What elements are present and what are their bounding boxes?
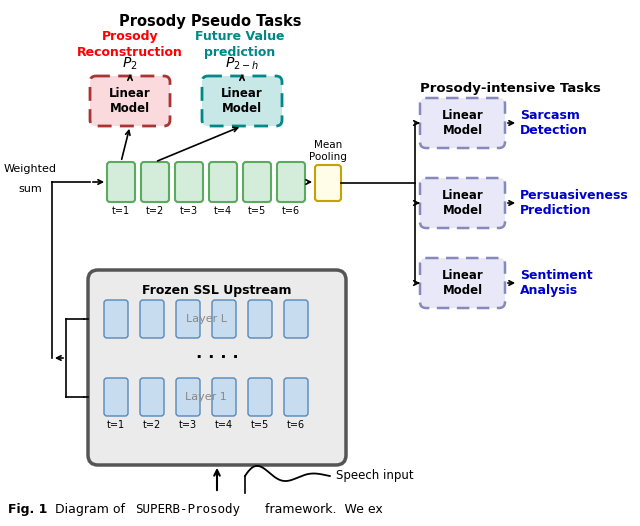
Text: t=5: t=5 [251,420,269,430]
FancyBboxPatch shape [176,378,200,416]
Text: t=1: t=1 [107,420,125,430]
Text: Weighted: Weighted [3,164,56,174]
Text: Linear
Model: Linear Model [442,269,483,297]
Text: t=2: t=2 [143,420,161,430]
Text: Sarcasm
Detection: Sarcasm Detection [520,109,588,137]
FancyBboxPatch shape [175,162,203,202]
Text: t=1: t=1 [112,206,130,216]
Text: t=6: t=6 [287,420,305,430]
FancyBboxPatch shape [202,76,282,126]
Text: $P_2$: $P_2$ [122,56,138,72]
FancyBboxPatch shape [420,98,505,148]
FancyBboxPatch shape [248,300,272,338]
Text: $P_{2-h}$: $P_{2-h}$ [225,56,259,72]
FancyBboxPatch shape [420,258,505,308]
Text: SUPERB-Prosody: SUPERB-Prosody [135,503,240,516]
Text: Layer 1: Layer 1 [185,392,227,402]
FancyBboxPatch shape [284,300,308,338]
Text: Layer L: Layer L [186,314,227,324]
FancyBboxPatch shape [107,162,135,202]
FancyBboxPatch shape [209,162,237,202]
Text: Persuasiveness
Prediction: Persuasiveness Prediction [520,189,628,217]
Text: t=6: t=6 [282,206,300,216]
Text: t=5: t=5 [248,206,266,216]
Text: framework.  We ex: framework. We ex [265,503,383,516]
Text: Prosody Pseudo Tasks: Prosody Pseudo Tasks [119,14,301,29]
FancyBboxPatch shape [248,378,272,416]
Text: Linear
Model: Linear Model [221,87,263,115]
Text: sum: sum [18,184,42,194]
Text: · · · ·: · · · · [196,349,238,367]
Text: Prosody
Reconstruction: Prosody Reconstruction [77,30,183,59]
FancyBboxPatch shape [104,300,128,338]
Text: Fig. 1: Fig. 1 [8,503,47,516]
Text: t=3: t=3 [180,206,198,216]
FancyBboxPatch shape [141,162,169,202]
Text: Linear
Model: Linear Model [109,87,151,115]
FancyBboxPatch shape [140,300,164,338]
Text: t=4: t=4 [214,206,232,216]
FancyBboxPatch shape [277,162,305,202]
FancyBboxPatch shape [212,378,236,416]
FancyBboxPatch shape [90,76,170,126]
FancyBboxPatch shape [212,300,236,338]
FancyBboxPatch shape [243,162,271,202]
Text: Future Value
prediction: Future Value prediction [195,30,285,59]
Text: Mean
Pooling: Mean Pooling [309,140,347,162]
FancyBboxPatch shape [315,165,341,201]
Text: Prosody-intensive Tasks: Prosody-intensive Tasks [420,82,600,95]
Text: Linear
Model: Linear Model [442,109,483,137]
FancyBboxPatch shape [140,378,164,416]
Text: Diagram of: Diagram of [55,503,125,516]
Text: t=2: t=2 [146,206,164,216]
Text: Sentiment
Analysis: Sentiment Analysis [520,269,593,297]
FancyBboxPatch shape [176,300,200,338]
FancyBboxPatch shape [284,378,308,416]
FancyBboxPatch shape [420,178,505,228]
Text: t=4: t=4 [215,420,233,430]
FancyBboxPatch shape [88,270,346,465]
Text: Frozen SSL Upstream: Frozen SSL Upstream [142,284,292,297]
Text: Linear
Model: Linear Model [442,189,483,217]
Text: t=3: t=3 [179,420,197,430]
Text: Speech input: Speech input [336,470,413,482]
FancyBboxPatch shape [104,378,128,416]
